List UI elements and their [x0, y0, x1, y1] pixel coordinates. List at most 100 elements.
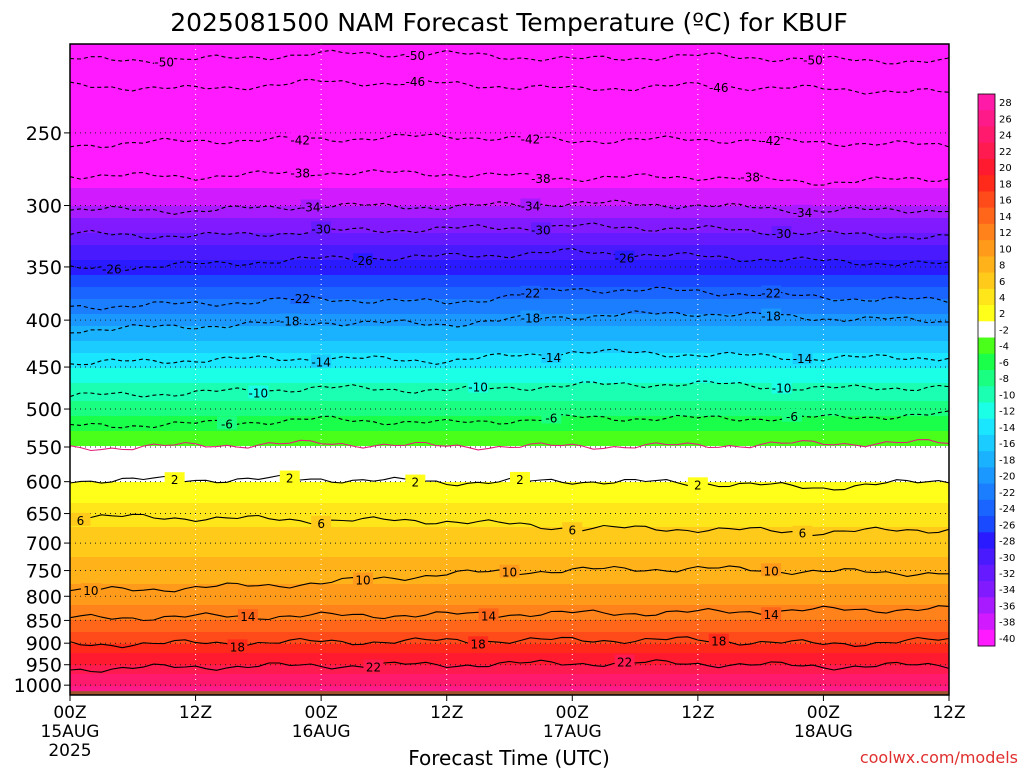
isotherm-label: -30 [531, 223, 551, 237]
isotherm-label: 14 [763, 608, 778, 622]
temperature-band [70, 665, 949, 669]
isotherm-label-bg [771, 380, 792, 394]
isotherm-label-bg [520, 285, 541, 299]
temperature-band [70, 74, 949, 78]
isotherm-label: -46 [406, 75, 426, 89]
y-tick-label: 400 [26, 310, 62, 332]
temperature-band [70, 677, 949, 681]
isotherm-label: 10 [502, 566, 517, 580]
temperature-band [70, 299, 949, 303]
y-tick-label: 800 [26, 586, 62, 608]
temperature-band [70, 371, 949, 375]
temperature-band [70, 335, 949, 339]
temperature-band [70, 422, 949, 426]
temperature-band [70, 434, 949, 438]
legend-swatch [978, 110, 995, 127]
isotherm-label-bg [761, 563, 782, 577]
y-tick-label: 450 [26, 357, 62, 379]
legend-level-label: -2 [999, 325, 1009, 336]
temperature-band [70, 512, 949, 516]
temperature-band [70, 302, 949, 306]
legend-level-label: -8 [999, 374, 1009, 385]
isotherm-label: -30 [772, 227, 792, 241]
isotherm-label-bg [353, 572, 373, 586]
temperature-band [70, 560, 949, 564]
temperature-band [70, 644, 949, 648]
isotherm-label: -50 [803, 54, 823, 68]
legend-swatch [978, 207, 995, 225]
temperature-band [70, 401, 949, 405]
y-tick-label: 500 [26, 399, 62, 421]
temperature-band [70, 338, 949, 342]
temperature-band [70, 209, 949, 213]
temperature-band [70, 317, 949, 321]
temperature-band [70, 95, 949, 99]
temperature-band [70, 278, 949, 282]
legend-level-label: 10 [999, 244, 1012, 255]
temperature-band [70, 458, 949, 462]
temperature-band [70, 71, 949, 75]
isotherm-label-bg [530, 170, 551, 184]
isotherm-label: -10 [249, 386, 269, 400]
temperature-band [70, 629, 949, 633]
temperature-band [70, 47, 949, 51]
temperature-band [70, 185, 949, 189]
isotherm-label-bg [311, 354, 332, 368]
isotherm-label-bg [761, 308, 782, 322]
temperature-band [70, 491, 949, 495]
legend-swatch [978, 126, 995, 144]
temperature-band [70, 314, 949, 318]
isotherm-label-bg [771, 226, 792, 240]
isotherm-label: -6 [545, 411, 557, 425]
temperature-band [70, 479, 949, 483]
isotherm-label: 22 [617, 656, 632, 670]
isotherm-label-bg [363, 659, 384, 673]
legend-swatch [978, 370, 995, 387]
legend-swatch [978, 288, 995, 306]
temperature-band [70, 383, 949, 387]
x-tick-label: 2025 [48, 741, 91, 761]
isotherm-line [70, 169, 949, 186]
temperature-band [70, 149, 949, 153]
temperature-band [70, 131, 949, 135]
legend-swatch [978, 467, 995, 485]
temperature-band [70, 140, 949, 144]
temperature-band [70, 266, 949, 270]
legend-level-label: 20 [999, 163, 1012, 174]
temperature-band [70, 137, 949, 141]
temperature-band [70, 662, 949, 666]
temperature-band [70, 284, 949, 288]
temperature-band [70, 83, 949, 87]
temperature-band [70, 344, 949, 348]
temperature-band [70, 59, 949, 63]
temperature-band [70, 554, 949, 558]
y-tick-label: 600 [26, 472, 62, 494]
isotherm-label: -50 [406, 49, 426, 63]
temperature-band [70, 98, 949, 102]
y-tick-label: 900 [26, 633, 62, 655]
temperature-band [70, 407, 949, 411]
y-tick-label: 950 [26, 655, 62, 677]
legend-level-label: -40 [999, 634, 1015, 645]
temperature-band [70, 485, 949, 489]
x-tick-label: 17AUG [543, 722, 602, 742]
temperature-band [70, 128, 949, 132]
temperature-band [70, 158, 949, 162]
temperature-band [70, 170, 949, 174]
legend-swatch [978, 499, 995, 517]
legend-level-label: -24 [999, 504, 1015, 515]
temperature-band [70, 389, 949, 393]
legend-swatch [978, 434, 995, 452]
temperature-band [70, 590, 949, 594]
credit-text: coolwx.com/models [860, 748, 1018, 767]
temperature-band [70, 119, 949, 123]
isotherm-label-bg [509, 471, 530, 485]
isotherm-label: -38 [531, 172, 551, 186]
temperature-band [70, 527, 949, 531]
isotherm-label-bg [216, 416, 237, 430]
temperature-band [70, 161, 949, 165]
temperature-band [70, 80, 949, 84]
temperature-band [70, 305, 949, 309]
isotherm-label: 6 [77, 514, 85, 528]
